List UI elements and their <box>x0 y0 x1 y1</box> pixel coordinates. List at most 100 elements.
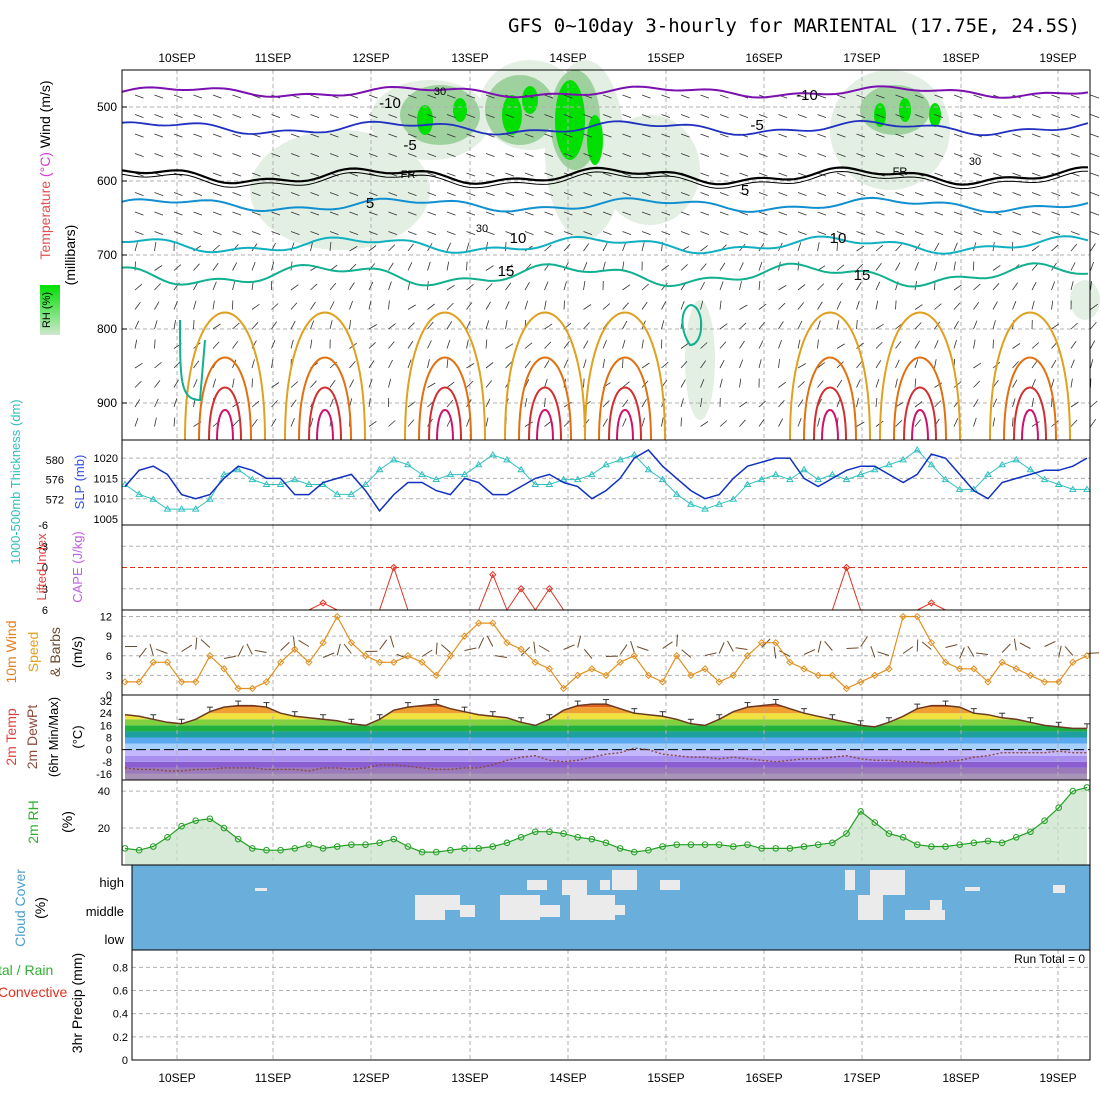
wind-barb <box>680 379 686 388</box>
temperature-band <box>125 719 1087 726</box>
wind-barb <box>1012 398 1016 408</box>
wind-barb <box>778 192 788 196</box>
wind-speed-point <box>899 612 907 621</box>
rh-point <box>857 808 864 815</box>
contour-label: FR <box>893 166 908 178</box>
wind-barb <box>505 172 515 177</box>
wind-barb <box>212 262 219 271</box>
cloud-patch <box>660 880 680 890</box>
rh-point <box>489 843 497 850</box>
lifted-index-axis-label: Lifted Index <box>34 533 49 601</box>
wind-barb <box>953 339 957 349</box>
wind-barb <box>485 380 493 388</box>
wind-barb <box>836 241 838 252</box>
wind-speed-point <box>644 671 653 680</box>
cloud-patch <box>600 880 610 890</box>
wind-barb <box>817 417 821 427</box>
wind-barb <box>544 153 554 157</box>
bottom-date-label: 14SEP <box>549 1071 586 1085</box>
wind-barb <box>992 301 998 310</box>
wind-barb <box>602 340 607 349</box>
thickness-point <box>191 505 200 512</box>
bottom-date-label: 17SEP <box>843 1071 880 1085</box>
wind-barb <box>1070 153 1080 157</box>
wind-barb <box>446 242 452 252</box>
wind-barb <box>817 242 820 252</box>
wind-barb <box>1031 133 1041 138</box>
wind-barb <box>329 241 332 252</box>
wind-barb <box>251 231 261 235</box>
wind-barb <box>895 231 905 235</box>
wind-barb <box>485 192 495 196</box>
wind-barb <box>505 241 507 252</box>
wind-speed-point <box>418 658 426 667</box>
wind-speed-point <box>885 665 893 673</box>
wind-barb <box>700 342 708 349</box>
wind-barb <box>719 192 729 196</box>
thickness-point <box>913 446 922 453</box>
wind-speed-point <box>715 678 723 686</box>
wind-barb <box>349 379 355 388</box>
wind-barb <box>388 420 396 427</box>
wind-barb <box>134 192 144 196</box>
temperature-band <box>125 737 1087 744</box>
cloud-cover-panel: high middle low Cloud Cover (%) <box>12 864 1091 951</box>
temperature-contour <box>121 166 1088 186</box>
wind-barb <box>290 211 300 216</box>
wind-barb <box>778 231 788 235</box>
wind-barb <box>134 320 140 330</box>
wind-barb <box>485 153 495 157</box>
wind-barb <box>758 303 767 310</box>
rh-area <box>125 787 1087 865</box>
thickness-point <box>347 490 356 497</box>
thickness-point <box>262 480 271 487</box>
wind-barb <box>134 362 143 369</box>
wind-barb <box>544 244 552 252</box>
thickness-point <box>205 495 214 502</box>
thickness-point <box>828 470 837 478</box>
wind-barb <box>914 94 924 99</box>
wind-barb <box>630 640 635 653</box>
wind-barb <box>223 655 236 659</box>
wind-barb <box>700 192 710 196</box>
contour-label: -10 <box>796 87 818 104</box>
wind-speed-point <box>828 671 837 680</box>
wind-barb <box>427 261 431 271</box>
slp-axis-label: SLP (mb) <box>72 455 87 510</box>
wind-speed-point <box>998 658 1006 667</box>
wind-barb <box>797 114 807 118</box>
wind-barb <box>485 94 495 99</box>
wind-barb <box>1070 133 1080 138</box>
wind-barb <box>246 643 253 655</box>
wind-barb <box>1070 401 1079 408</box>
rh-point <box>701 841 709 848</box>
wind-barb <box>973 231 983 235</box>
wind-barb <box>212 192 222 196</box>
rh-point <box>362 841 369 848</box>
wind-barb <box>388 192 398 196</box>
wind-barb <box>478 637 485 649</box>
lifted-index-tick: 0 <box>42 563 48 575</box>
wind-barb <box>427 382 436 388</box>
wind-barb <box>173 211 183 216</box>
wind-barb <box>719 133 729 138</box>
wind-barb <box>271 400 278 408</box>
thickness-point <box>163 505 172 512</box>
wind-barb <box>173 153 183 157</box>
wind-barb <box>173 94 183 99</box>
wind-barb <box>602 400 610 408</box>
wind-barb <box>973 114 983 118</box>
wind-barb <box>1090 243 1096 252</box>
wind-barb <box>563 401 572 408</box>
wind-barb <box>1070 359 1075 369</box>
wind-barb <box>280 641 290 651</box>
wind-barb <box>446 211 456 216</box>
wind-barb <box>797 302 805 310</box>
thickness-point <box>248 475 257 483</box>
wind-barb <box>232 281 236 291</box>
rh-point <box>928 843 935 850</box>
wind-barb <box>544 360 550 369</box>
wind-barb <box>173 361 181 369</box>
wind-barb <box>505 282 512 291</box>
wind-barb <box>368 360 375 369</box>
